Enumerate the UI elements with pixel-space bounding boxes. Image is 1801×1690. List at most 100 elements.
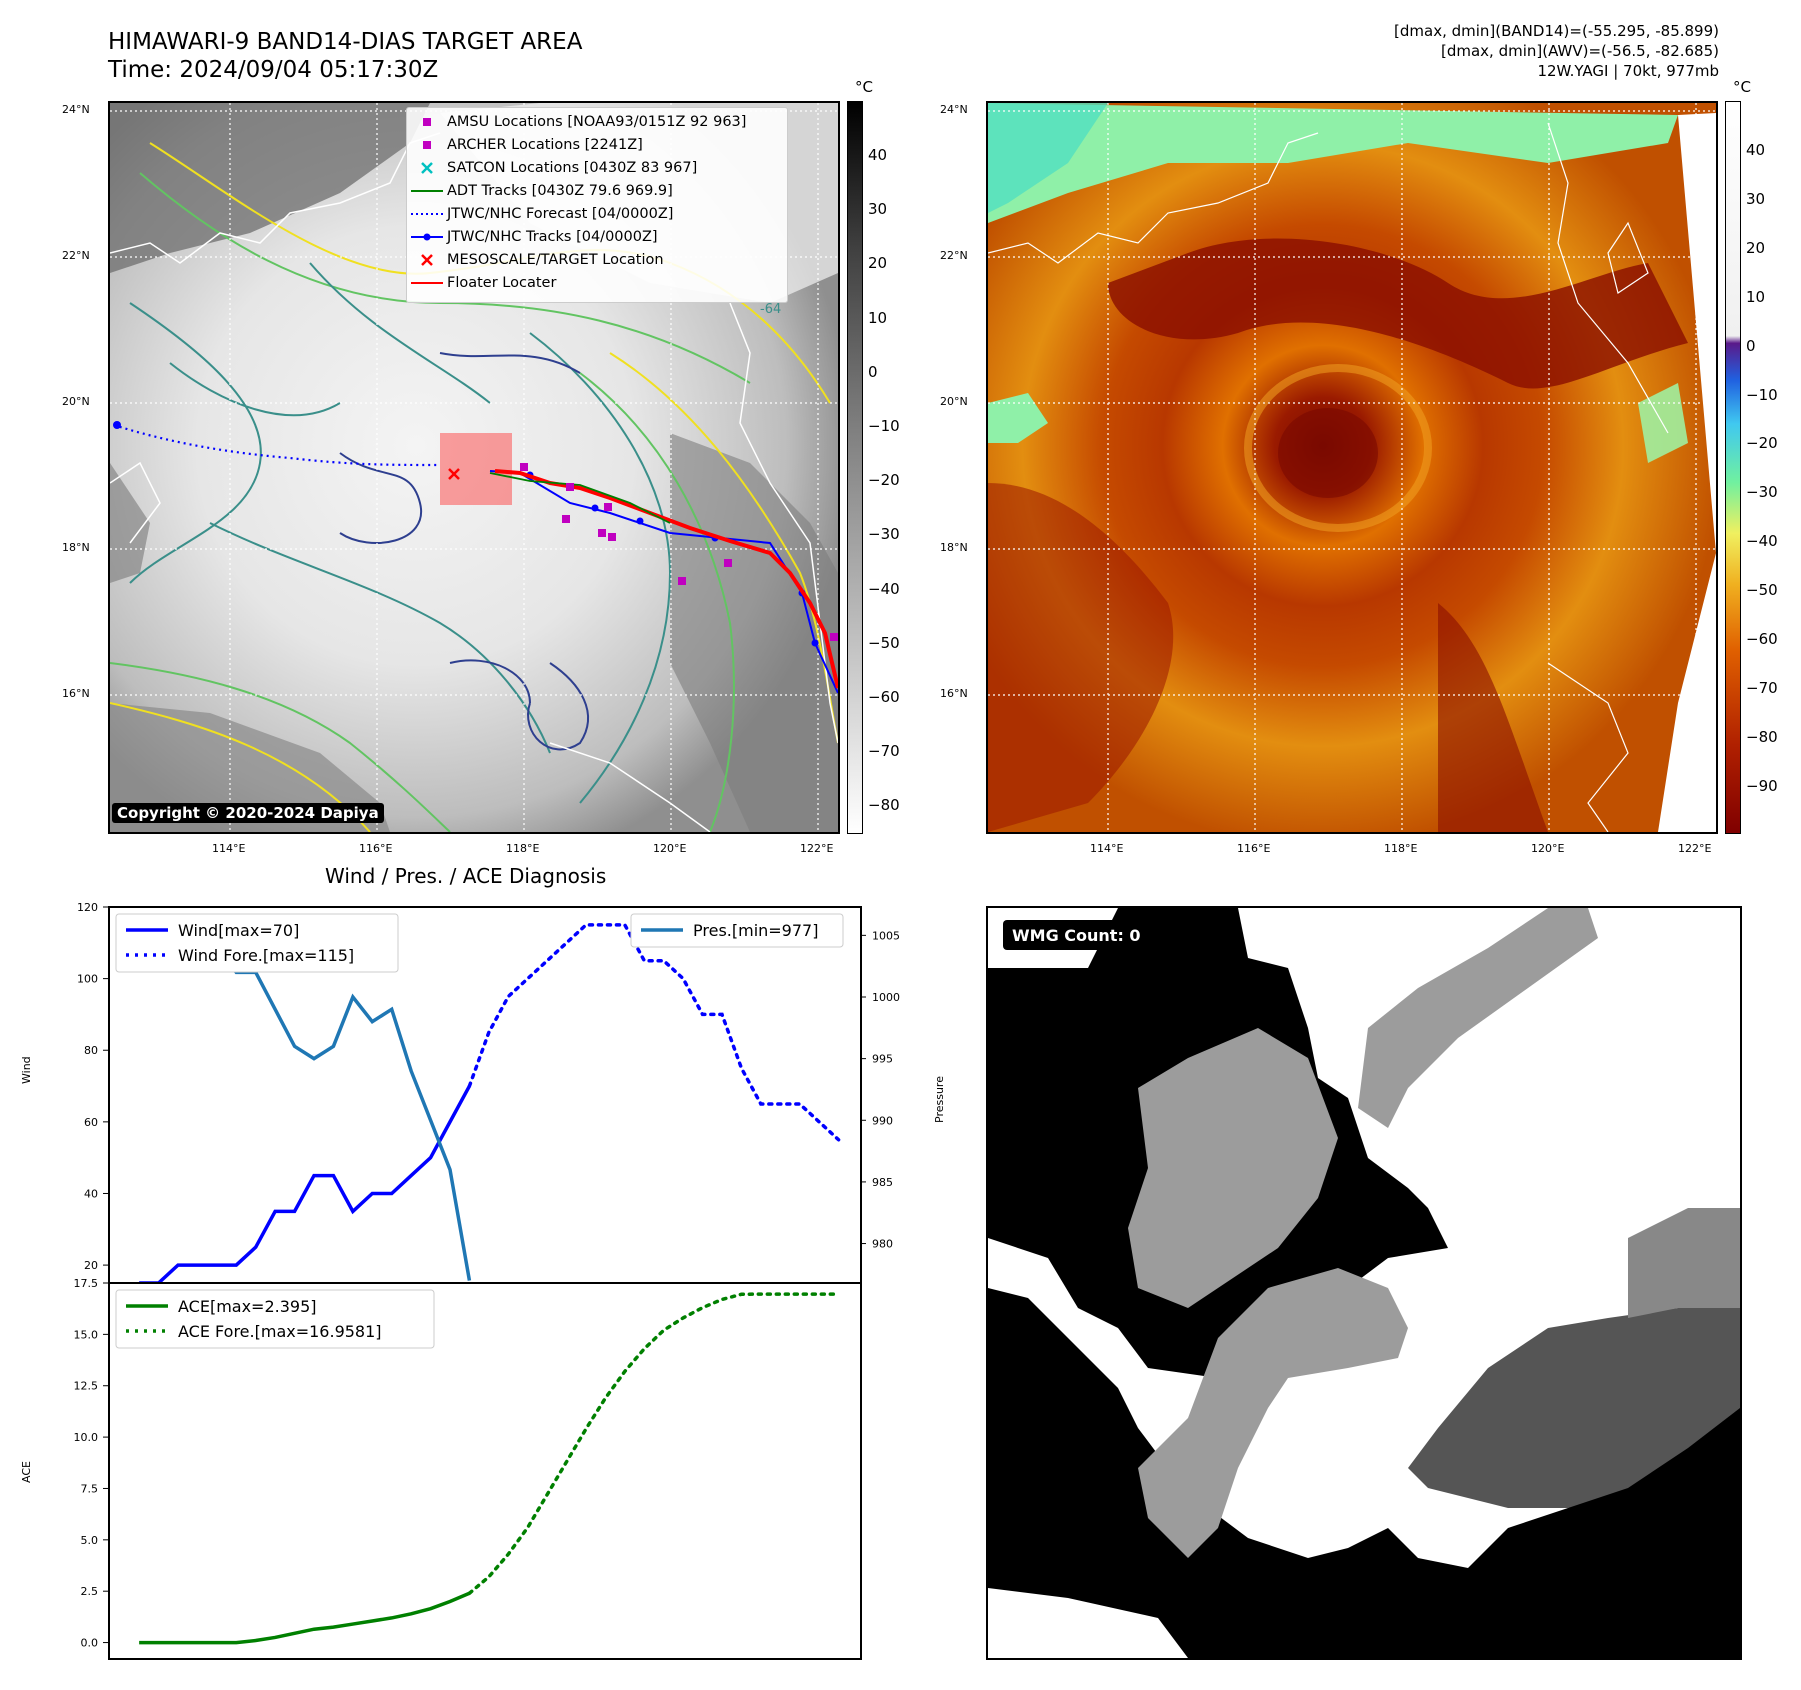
y-tick-label: 120 bbox=[77, 901, 98, 914]
y-tick-label: 10.0 bbox=[74, 1431, 99, 1444]
track-legend: AMSU Locations [NOAA93/0151Z 92 963] ARCH… bbox=[406, 107, 788, 303]
dias-colorbar-unit: °C bbox=[1733, 78, 1751, 96]
legend-label: Floater Locater bbox=[447, 275, 557, 291]
lat-tick-label: 16°N bbox=[940, 687, 968, 700]
legend-label: MESOSCALE/TARGET Location bbox=[447, 252, 664, 268]
legend-box bbox=[115, 913, 399, 973]
legend-box bbox=[630, 913, 844, 948]
figure-title: HIMAWARI-9 BAND14-DIAS TARGET AREA bbox=[108, 29, 583, 55]
legend-label: Wind[max=70] bbox=[178, 921, 299, 940]
y-tick-label: 2.5 bbox=[81, 1585, 99, 1598]
lat-tick-label: 20°N bbox=[940, 395, 968, 408]
lat-tick-label: 22°N bbox=[940, 249, 968, 262]
lon-tick-label: 118°E bbox=[506, 842, 540, 855]
y2-tick-label: 990 bbox=[872, 1114, 893, 1127]
legend-item: JTWC/NHC Forecast [04/0000Z] bbox=[407, 203, 673, 225]
colorbar-tick-label: 30 bbox=[868, 200, 888, 219]
lon-tick-label: 122°E bbox=[800, 842, 834, 855]
y2-tick-label: 1005 bbox=[872, 929, 900, 942]
colorbar-tick-label: −20 bbox=[1746, 434, 1778, 453]
dias-map-image bbox=[988, 103, 1716, 832]
y-tick-label: 0.0 bbox=[81, 1637, 99, 1650]
y-tick-label: 7.5 bbox=[81, 1482, 99, 1495]
series-line bbox=[139, 1085, 471, 1285]
legend-label: SATCON Locations [0430Z 83 967] bbox=[447, 160, 698, 176]
legend-box bbox=[115, 1289, 435, 1349]
colorbar-tick-label: 0 bbox=[1746, 336, 1756, 355]
legend-item: ARCHER Locations [2241Z] bbox=[407, 134, 643, 156]
legend-item: AMSU Locations [NOAA93/0151Z 92 963] bbox=[407, 111, 746, 133]
wind-pressure-chart: 20 40 60 80 100 120 980 985 990 995 1000 1005 Wind[m… bbox=[77, 901, 900, 1285]
colorbar-tick-label: 10 bbox=[868, 308, 888, 327]
band14-range: [dmax, dmin](BAND14)=(-55.295, -85.899) bbox=[1394, 22, 1719, 40]
legend-label: AMSU Locations [NOAA93/0151Z 92 963] bbox=[447, 114, 747, 130]
colorbar-tick-label: 40 bbox=[1746, 141, 1766, 159]
colorbar-tick-label: −80 bbox=[1746, 727, 1778, 746]
y2-tick-label: 980 bbox=[872, 1238, 893, 1251]
colorbar-tick-label: −70 bbox=[1746, 678, 1778, 697]
y-tick-label: 12.5 bbox=[74, 1380, 99, 1393]
lon-tick-label: 116°E bbox=[359, 842, 393, 855]
legend-item: MESOSCALE/TARGET Location bbox=[407, 249, 664, 271]
wmg-panel: WMG Count: 0 bbox=[986, 906, 1742, 1660]
lat-tick-label: 24°N bbox=[62, 103, 90, 116]
series-line bbox=[467, 1292, 841, 1596]
y2-tick-label: 995 bbox=[872, 1053, 893, 1066]
colorbar-tick-label: −70 bbox=[868, 742, 900, 761]
lon-tick-label: 114°E bbox=[212, 842, 246, 855]
colorbar-tick-label: 0 bbox=[868, 362, 878, 381]
lat-tick-label: 18°N bbox=[62, 541, 90, 554]
colorbar-tick-label: −50 bbox=[868, 633, 900, 652]
legend-item: ADT Tracks [0430Z 79.6 969.9] bbox=[407, 180, 673, 202]
ir-map-panel[interactable]: -64 AMSU Locations [NOAA93/0151Z 92 963]… bbox=[108, 101, 840, 834]
wmg-count-label: WMG Count: 0 bbox=[1012, 926, 1141, 945]
legend-item: JTWC/NHC Tracks [04/0000Z] bbox=[407, 226, 658, 248]
legend-label: ADT Tracks [0430Z 79.6 969.9] bbox=[447, 183, 673, 199]
dias-colorbar bbox=[1725, 101, 1741, 834]
y-tick-label: 17.5 bbox=[74, 1277, 99, 1290]
lon-tick-label: 120°E bbox=[1531, 842, 1565, 855]
ir-colorbar bbox=[847, 101, 863, 834]
ace-chart: 0.0 2.5 5.0 7.5 10.0 12.5 15.0 17.5 ACE[max=2.39… bbox=[74, 1277, 862, 1660]
legend-label: ARCHER Locations [2241Z] bbox=[447, 137, 643, 153]
colorbar-tick-label: 30 bbox=[1746, 189, 1766, 208]
jtwc-forecast-track bbox=[113, 423, 441, 467]
lat-tick-label: 24°N bbox=[940, 103, 968, 116]
wind-axis-label: Wind bbox=[20, 1056, 33, 1084]
colorbar-tick-label: −20 bbox=[868, 471, 900, 490]
colorbar-tick-label: 40 bbox=[868, 146, 888, 164]
legend-label: Wind Fore.[max=115] bbox=[178, 946, 354, 965]
lon-tick-label: 120°E bbox=[653, 842, 687, 855]
target-area-box bbox=[440, 433, 512, 505]
y-tick-label: 80 bbox=[84, 1044, 98, 1057]
ir-colorbar-unit: °C bbox=[855, 78, 873, 96]
contour-label: -64 bbox=[760, 302, 781, 317]
lat-tick-label: 16°N bbox=[62, 687, 90, 700]
series-line bbox=[139, 1591, 471, 1645]
lon-tick-label: 122°E bbox=[1678, 842, 1712, 855]
diagnosis-title: Wind / Pres. / ACE Diagnosis bbox=[325, 864, 607, 888]
y-tick-label: 60 bbox=[84, 1116, 98, 1129]
legend-label: ACE Fore.[max=16.9581] bbox=[178, 1322, 382, 1341]
lat-tick-label: 18°N bbox=[940, 541, 968, 554]
colorbar-tick-label: −40 bbox=[1746, 532, 1778, 551]
jtwc-observed-track bbox=[489, 470, 838, 694]
colorbar-tick-label: −40 bbox=[868, 579, 900, 598]
wmg-image: WMG Count: 0 bbox=[988, 908, 1740, 1658]
y-tick-label: 15.0 bbox=[74, 1328, 99, 1341]
y-tick-label: 20 bbox=[84, 1259, 98, 1272]
colorbar-tick-label: −10 bbox=[1746, 385, 1778, 404]
y2-tick-label: 985 bbox=[872, 1176, 893, 1189]
lon-tick-label: 116°E bbox=[1237, 842, 1271, 855]
legend-label: Pres.[min=977] bbox=[693, 921, 818, 940]
y2-tick-label: 1000 bbox=[872, 991, 900, 1004]
copyright-badge: Copyright © 2020-2024 Dapiya bbox=[112, 803, 384, 823]
dias-map-panel[interactable] bbox=[986, 101, 1718, 834]
y-tick-label: 100 bbox=[77, 973, 98, 986]
y-tick-label: 40 bbox=[84, 1187, 98, 1200]
legend-item: Floater Locater bbox=[407, 272, 556, 294]
wmg-count-box bbox=[1003, 920, 1183, 950]
ace-axis-label: ACE bbox=[20, 1461, 33, 1483]
colorbar-tick-label: −30 bbox=[868, 525, 900, 544]
pressure-axis-label: Pressure bbox=[933, 1076, 946, 1123]
